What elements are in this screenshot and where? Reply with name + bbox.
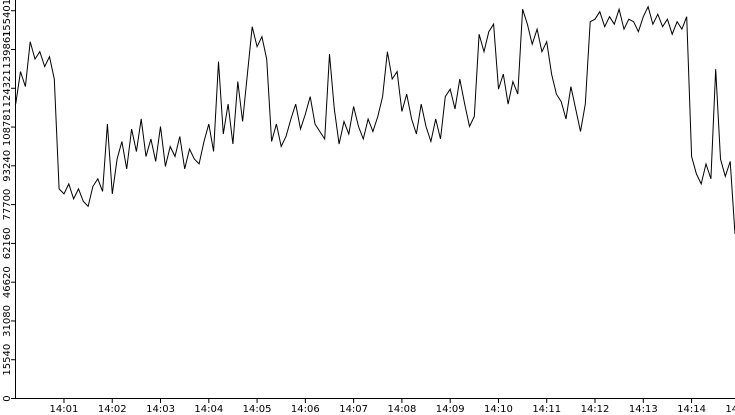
x-tick-label: 14:06 — [291, 404, 320, 415]
y-tick-label: 155401 — [2, 0, 13, 37]
y-tick-label: 124321 — [2, 69, 13, 107]
x-tick-label: 14:12 — [581, 404, 610, 415]
x-tick-label: 14:01 — [50, 404, 79, 415]
x-tick-label: 14:04 — [194, 404, 223, 415]
y-tick-label: 93240 — [2, 150, 13, 182]
y-tick-label: 62160 — [2, 227, 13, 259]
x-tick-label: 14:15 — [725, 404, 735, 415]
y-tick-label: 0 — [2, 395, 13, 401]
x-tick-label: 14:03 — [146, 404, 175, 415]
x-tick-label: 14:02 — [98, 404, 127, 415]
y-tick-label: 15540 — [2, 344, 13, 376]
y-tick-label: 77700 — [2, 189, 13, 221]
x-tick-label: 14:07 — [339, 404, 368, 415]
y-tick-label: 108781 — [2, 108, 13, 146]
x-tick-label: 14:11 — [532, 404, 561, 415]
x-tick-label: 14:08 — [387, 404, 416, 415]
x-tick-label: 14:10 — [484, 404, 513, 415]
x-tick-label: 14:14 — [677, 404, 706, 415]
x-tick-label: 14:05 — [243, 404, 272, 415]
x-tick-label: 14:09 — [436, 404, 465, 415]
y-tick-label: 31080 — [2, 305, 13, 337]
y-tick-label: 139861 — [2, 30, 13, 68]
x-tick-label: 14:13 — [629, 404, 658, 415]
line — [15, 5, 735, 234]
y-tick-label: 46620 — [2, 266, 13, 298]
